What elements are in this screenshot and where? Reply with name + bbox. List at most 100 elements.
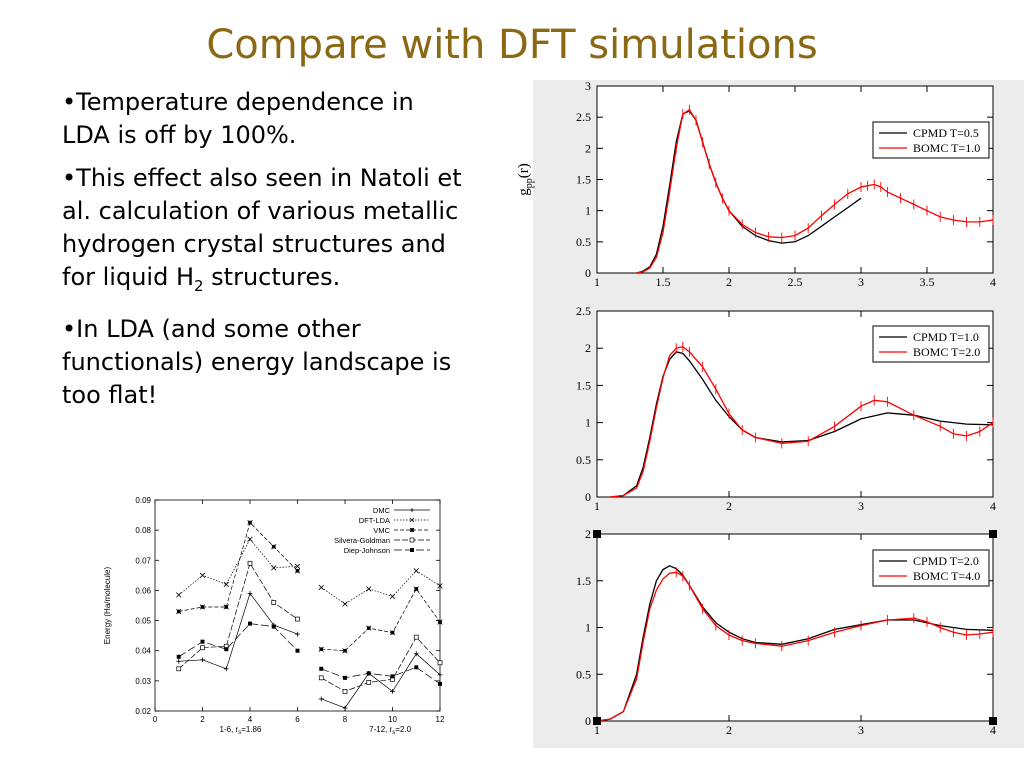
plot-area (154, 499, 441, 712)
x-tick-label: 4 (990, 275, 996, 289)
legend-label: CPMD T=2.0 (913, 554, 979, 568)
y-tick-label: 0 (585, 266, 591, 280)
y-tick-label: 0.07 (135, 556, 151, 565)
data-point (318, 646, 324, 652)
y-tick-label: 0.05 (135, 617, 151, 626)
legend-label: DMC (373, 506, 391, 515)
data-point (409, 527, 415, 533)
y-tick-label: 1.5 (576, 173, 591, 187)
data-point (413, 568, 419, 574)
y-tick-label: 1 (585, 416, 591, 430)
data-point (409, 537, 415, 543)
bullet-item: •This effect also seen in Natoli et al. … (62, 164, 462, 295)
data-point (200, 639, 205, 644)
series-line (178, 562, 298, 670)
selection-handle (593, 717, 601, 725)
y-tick-label: 3 (585, 79, 591, 93)
y-tick-label: 0.08 (135, 526, 151, 535)
legend-label: Diep-Johnson (344, 546, 390, 555)
y-tick-label: 0.5 (576, 235, 591, 249)
x-tick-label: 12 (436, 715, 445, 724)
selection-handle (989, 717, 997, 725)
y-tick-label: 0 (585, 714, 591, 728)
data-point (271, 624, 276, 629)
x-tick-label: 2.5 (788, 275, 803, 289)
data-point (413, 586, 419, 592)
data-point (438, 681, 442, 686)
bullet-item: •In LDA (and some other functionals) ene… (62, 314, 452, 409)
legend-box (872, 549, 990, 587)
data-point (366, 671, 371, 676)
cpmd-series-line (610, 351, 993, 497)
data-point (271, 565, 277, 571)
x-tick-label: 3 (858, 499, 864, 513)
data-point (199, 604, 206, 610)
data-point (247, 536, 253, 542)
data-point (176, 592, 182, 598)
y-tick-label: 1.5 (576, 574, 591, 588)
x-tick-label: 8 (343, 715, 348, 724)
gr-panel-1: 1 1.5 2 2.5 3 3.5 4 0 0.5 1 1.5 2 2.5 3 CPMD T=0.5BOMC… (516, 79, 996, 289)
series-line (321, 636, 441, 692)
data-point (437, 583, 443, 589)
data-point (409, 517, 415, 523)
y-axis-label: Energy (Ha/molecule) (103, 566, 112, 644)
data-point (318, 675, 324, 681)
y-tick-label: 0.06 (135, 586, 151, 595)
data-point (343, 675, 347, 680)
data-point (389, 593, 396, 600)
data-point (318, 584, 324, 591)
data-point (319, 666, 324, 671)
bullet-item: •Temperature dependence in LDA is off by… (62, 88, 414, 149)
data-point (390, 674, 395, 679)
data-point (223, 604, 229, 610)
data-point (247, 560, 253, 566)
y-tick-label: 0.09 (135, 496, 151, 505)
data-point (437, 619, 443, 625)
bullet-list: •Temperature dependence in LDA is off by… (62, 86, 462, 422)
y-tick-label: 2.5 (576, 110, 591, 124)
x-tick-label: 2 (726, 499, 732, 513)
bomc-series-line (610, 345, 993, 497)
energy-series-silvera-goldman (176, 560, 443, 694)
x-tick-label: 3 (858, 723, 864, 737)
series-line (178, 538, 298, 596)
legend-box (872, 325, 990, 363)
energy-series-vmc (176, 519, 443, 654)
energy-series-dft-lda (176, 536, 443, 607)
data-point (271, 600, 277, 605)
data-point (342, 601, 348, 607)
x-tick-label: 2 (726, 275, 732, 289)
legend-label: CPMD T=0.5 (913, 126, 979, 140)
data-point (176, 666, 182, 672)
legend-box (872, 121, 990, 159)
data-point (413, 634, 419, 640)
x-tick-label: 6 (295, 715, 300, 724)
data-point (294, 568, 301, 574)
x-tick-label: 4 (248, 715, 253, 724)
x-tick-label: 1 (594, 499, 600, 513)
data-point (295, 616, 300, 622)
x-tick-label: 1 (594, 723, 600, 737)
series-line (321, 653, 441, 709)
y-tick-label: 2 (585, 141, 591, 155)
x-tick-label: 2 (200, 715, 205, 724)
y-tick-label: 0.02 (135, 707, 151, 716)
series-line (321, 666, 441, 685)
y-tick-label: 0.04 (135, 647, 151, 656)
legend-label: DFT-LDA (359, 516, 390, 525)
data-point (247, 519, 253, 526)
plot-area (596, 85, 994, 274)
y-tick-label: 1 (585, 204, 591, 218)
data-point (271, 544, 277, 550)
data-point (294, 563, 301, 569)
data-point (224, 647, 229, 652)
y-tick-label: 0 (585, 490, 591, 504)
x-tick-label: 1 (594, 275, 600, 289)
legend-label: CPMD T=1.0 (913, 330, 979, 344)
y-tick-label: 1 (585, 621, 591, 635)
series-line (178, 623, 298, 657)
legend-label: BOMC T=1.0 (913, 141, 980, 155)
series-line (321, 588, 441, 652)
x-tick-label: 1.5 (656, 275, 671, 289)
